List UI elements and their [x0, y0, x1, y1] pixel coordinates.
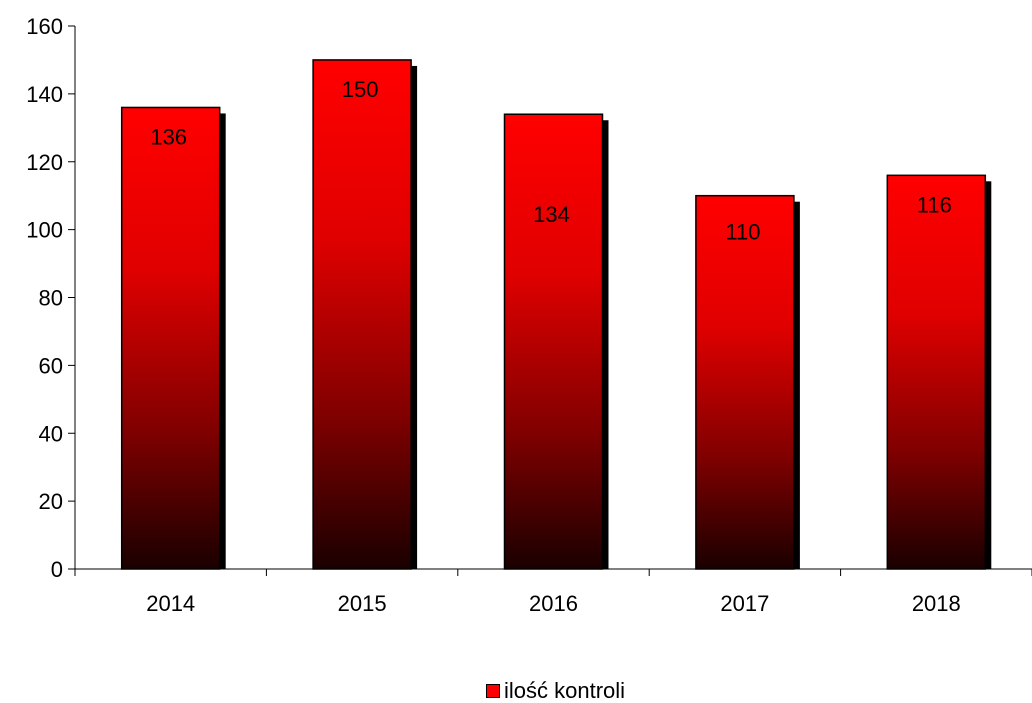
bar-2014: [120, 106, 221, 570]
x-tick-label: 2016: [529, 591, 578, 616]
y-tick-label: 120: [26, 150, 63, 175]
bar-2018: [886, 174, 987, 570]
data-label: 150: [342, 77, 379, 102]
y-tick-label: 140: [26, 82, 63, 107]
legend-swatch: [486, 684, 500, 698]
bar-chart: 0 20 40 60 80 100 120 140 160 2014 2015 2016 2017 20…: [26, 14, 1032, 616]
data-label: 136: [150, 124, 187, 149]
bar-2017: [695, 194, 795, 570]
y-tick-label: 80: [39, 286, 63, 311]
x-tick-label: 2014: [146, 591, 195, 616]
y-tick-label: 60: [39, 353, 63, 378]
y-tick-label: 40: [39, 421, 63, 446]
data-label: 116: [917, 192, 952, 217]
data-label: 110: [725, 220, 760, 245]
y-tick-label: 100: [26, 218, 63, 243]
y-tick-label: 20: [39, 489, 63, 514]
y-tick-label: 0: [51, 557, 63, 582]
y-tick-label: 160: [26, 14, 63, 39]
x-tick-label: 2015: [338, 591, 387, 616]
legend: ilość kontroli: [486, 680, 625, 702]
bar-2015: [312, 59, 412, 570]
x-tick-label: 2017: [720, 591, 769, 616]
legend-label: ilość kontroli: [504, 678, 626, 703]
data-label: 134: [533, 202, 570, 227]
x-tick-label: 2018: [912, 591, 961, 616]
bar-2016: [503, 113, 604, 570]
